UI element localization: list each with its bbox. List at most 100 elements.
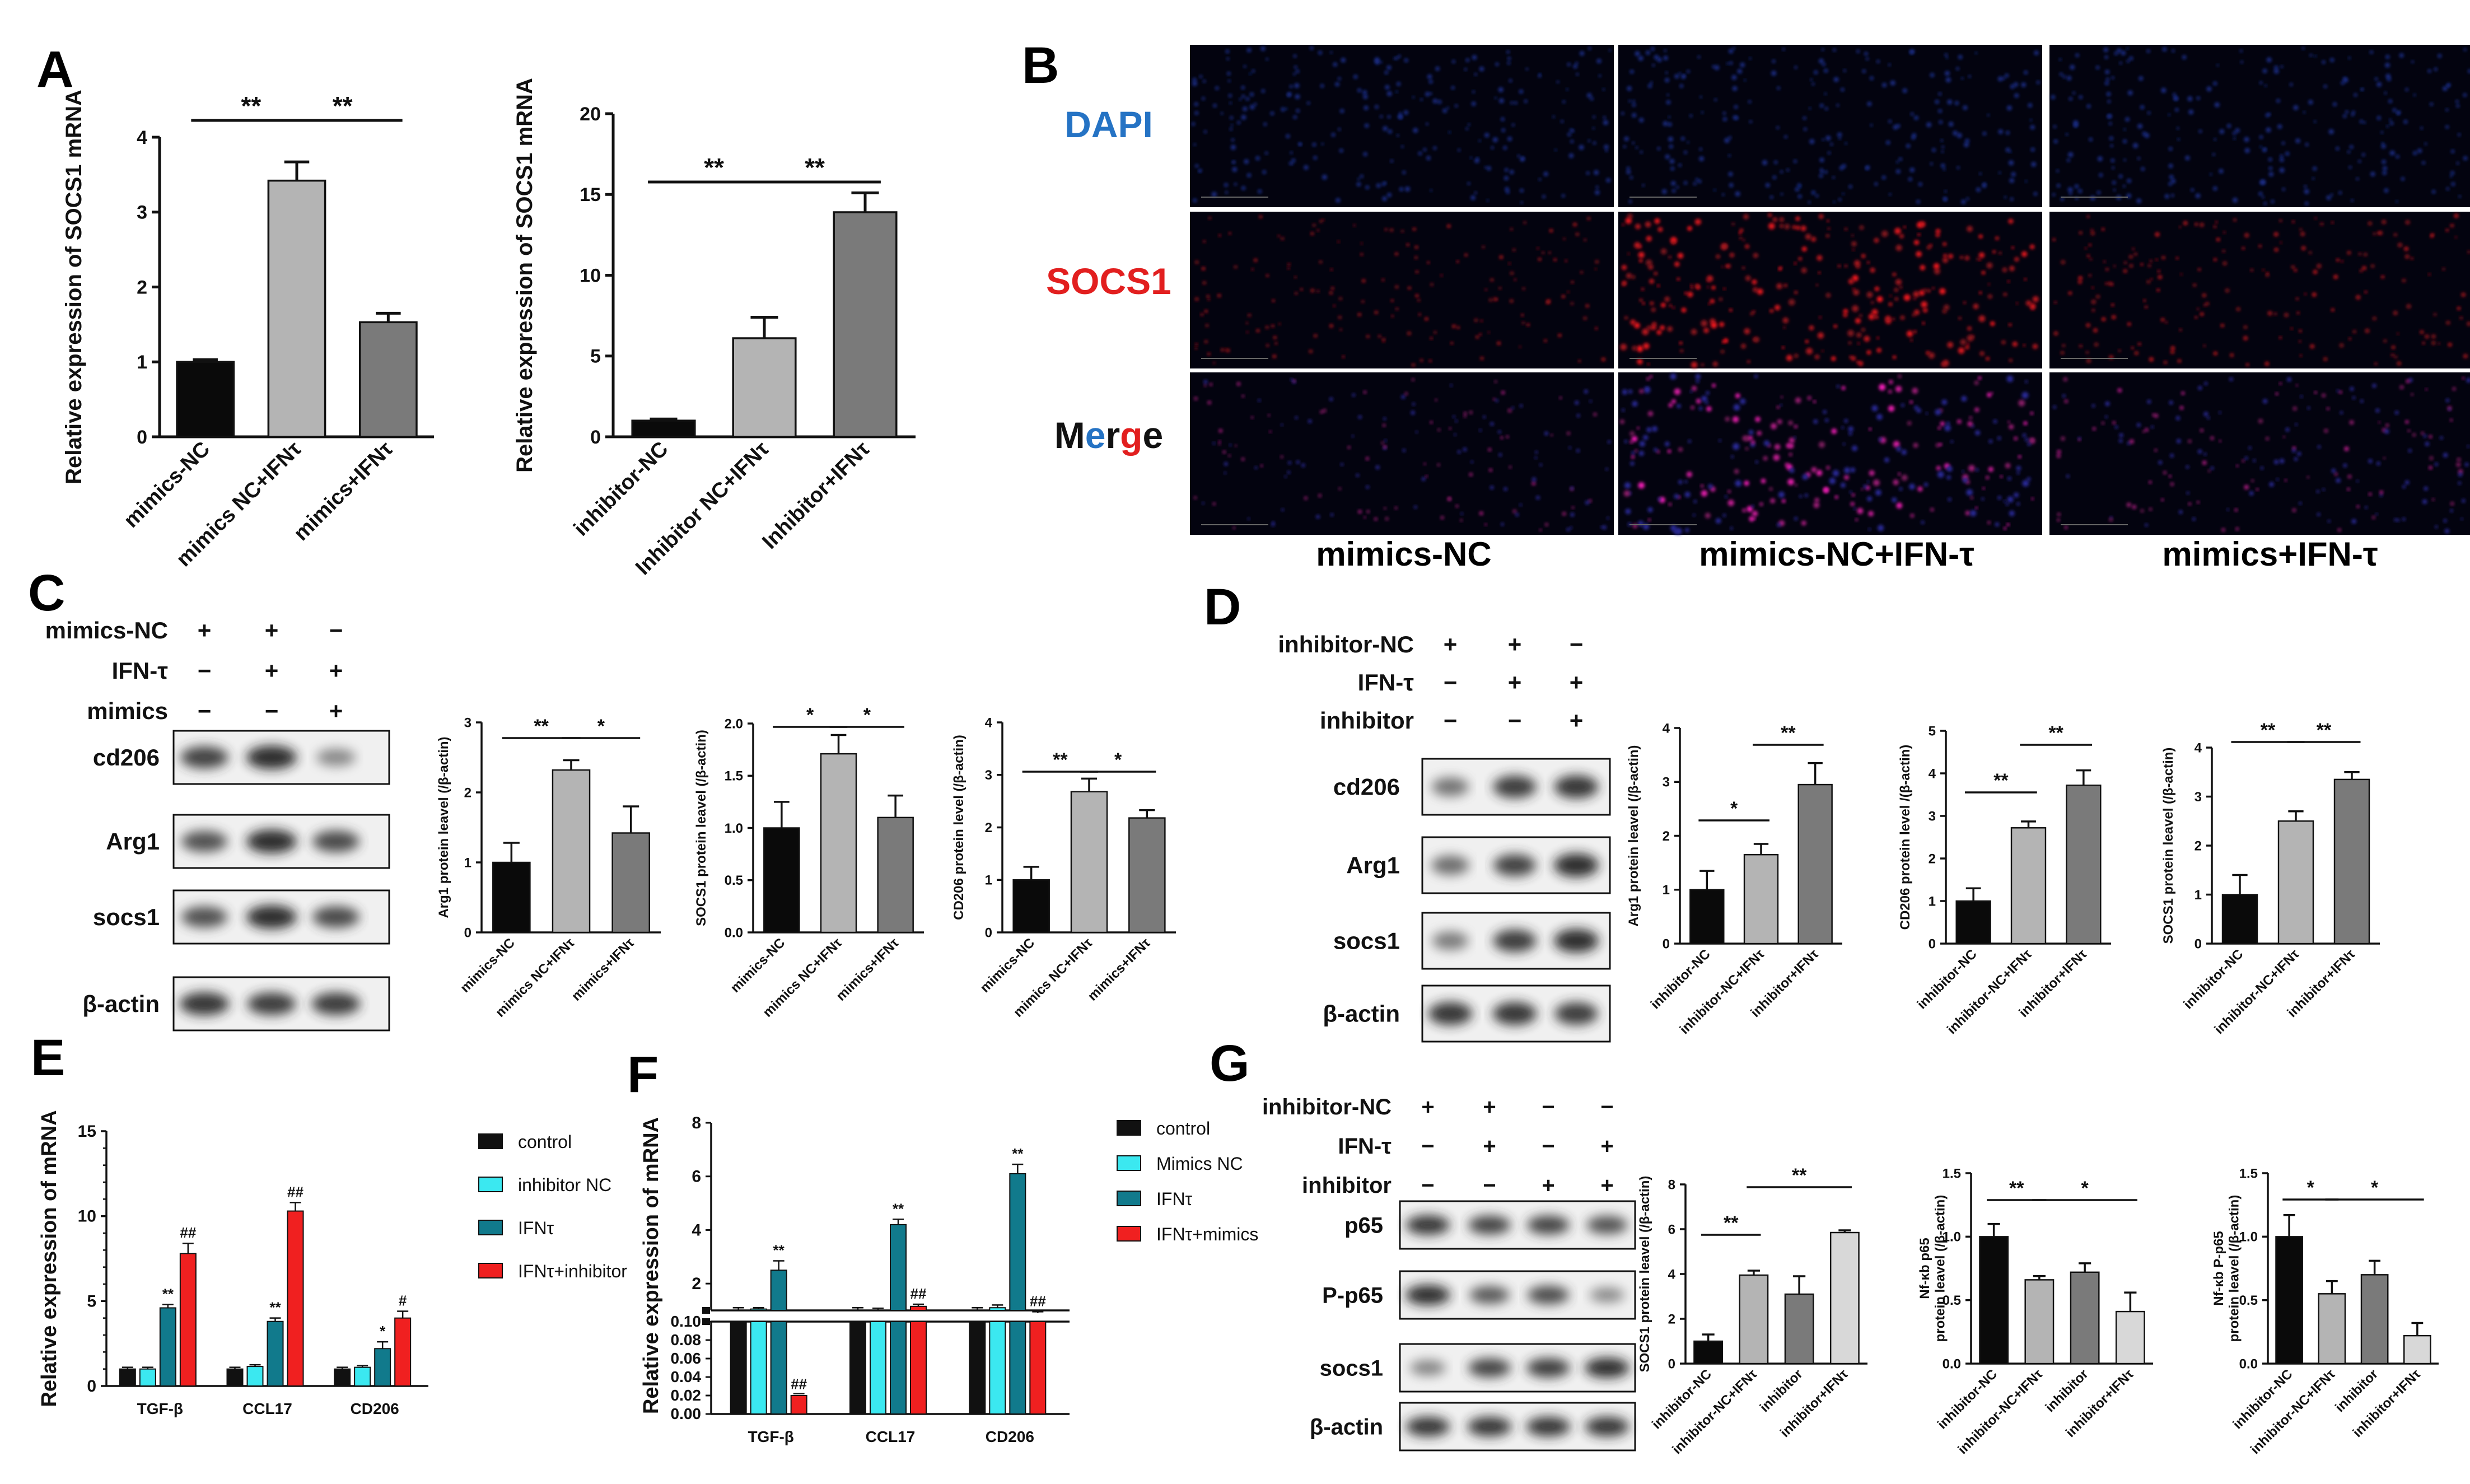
- legend-label: inhibitor NC: [518, 1175, 611, 1195]
- cell-dot: [2029, 244, 2035, 249]
- significance-label: *: [2371, 1177, 2379, 1198]
- bar: [2070, 1271, 2100, 1365]
- cell-dot: [1650, 375, 1652, 378]
- cell-dot: [2219, 440, 2221, 442]
- cell-dot: [2317, 263, 2322, 269]
- fluorescence-tile: [2049, 372, 2470, 535]
- cell-dot: [1259, 215, 1263, 219]
- cell-dot: [1783, 283, 1787, 287]
- cell-dot: [1553, 258, 1557, 262]
- cell-dot: [2034, 50, 2039, 55]
- cell-dot: [1795, 397, 1801, 404]
- cell-dot: [1398, 115, 1403, 119]
- cell-dot: [1813, 419, 1818, 424]
- cell-dot: [2356, 480, 2359, 483]
- cell-dot: [1967, 343, 1969, 346]
- cell-dot: [1947, 342, 1954, 348]
- cell-dot: [1744, 328, 1750, 334]
- cell-dot: [2141, 167, 2145, 171]
- cell-dot: [1312, 223, 1316, 227]
- cell-dot: [2365, 328, 2370, 333]
- cell-dot: [1687, 141, 1689, 144]
- cell-dot: [1734, 105, 1738, 109]
- cell-dot: [2430, 102, 2434, 106]
- cell-dot: [1423, 148, 1427, 152]
- cell-dot: [1337, 240, 1340, 243]
- cell-dot: [2339, 343, 2344, 348]
- category-label: TGF-β: [137, 1400, 183, 1417]
- blot-band: [1527, 1285, 1570, 1305]
- cell-dot: [2450, 502, 2454, 506]
- cell-dot: [1505, 187, 1509, 192]
- cell-dot: [1654, 55, 1659, 60]
- cell-dot: [1892, 272, 1897, 277]
- cell-dot: [1799, 494, 1803, 498]
- cell-dot: [1554, 148, 1557, 151]
- cell-dot: [1249, 92, 1254, 97]
- cell-dot: [1813, 400, 1816, 403]
- cell-dot: [2118, 438, 2123, 443]
- cell-dot: [2293, 105, 2299, 110]
- cell-dot: [2203, 344, 2206, 347]
- cell-dot: [1925, 412, 1928, 415]
- cell-dot: [1418, 151, 1422, 156]
- band-label: cd206: [93, 744, 160, 771]
- cell-dot: [2140, 105, 2145, 110]
- cell-dot: [1287, 93, 1291, 97]
- cell-dot: [2068, 152, 2074, 157]
- cell-dot: [1940, 164, 1945, 168]
- y-tick-label: 0.10: [671, 1313, 702, 1330]
- cell-dot: [1539, 463, 1543, 466]
- cell-dot: [1935, 443, 1940, 447]
- blot-band: [1585, 1357, 1629, 1378]
- cell-dot: [1866, 57, 1869, 60]
- cell-dot: [1570, 512, 1575, 517]
- cell-dot: [1735, 393, 1740, 398]
- cell-dot: [1522, 287, 1525, 290]
- cell-dot: [1495, 399, 1498, 402]
- treatment-label: IFN-τ: [112, 657, 169, 684]
- band-label: P-p65: [1322, 1284, 1383, 1308]
- cell-dot: [1512, 248, 1516, 251]
- cell-dot: [1876, 296, 1883, 302]
- bar-lower: [730, 1321, 747, 1415]
- bar-upper: [989, 1307, 1006, 1312]
- cell-dot: [1842, 442, 1846, 446]
- cell-dot: [2197, 268, 2201, 272]
- bar: [2221, 894, 2258, 945]
- cell-dot: [1203, 240, 1206, 243]
- cell-dot: [2463, 353, 2468, 358]
- cell-dot: [1262, 170, 1267, 174]
- cell-dot: [1909, 400, 1913, 404]
- cell-dot: [1295, 292, 1298, 295]
- cell-dot: [1993, 419, 1997, 423]
- cell-dot: [2053, 331, 2058, 336]
- cell-dot: [2446, 187, 2450, 190]
- cell-dot: [1313, 156, 1318, 160]
- cell-dot: [2057, 512, 2061, 516]
- cell-dot: [2086, 254, 2090, 258]
- blot-band: [181, 906, 228, 928]
- cell-dot: [1837, 132, 1842, 137]
- cell-dot: [1587, 139, 1591, 142]
- cell-dot: [2000, 475, 2003, 478]
- cell-dot: [1763, 456, 1768, 461]
- cell-dot: [1964, 255, 1970, 260]
- cell-dot: [2304, 201, 2309, 206]
- cell-dot: [2098, 156, 2103, 161]
- bar: [820, 753, 857, 934]
- cell-dot: [1625, 217, 1632, 224]
- cell-dot: [1771, 71, 1777, 76]
- cell-dot: [1781, 499, 1786, 503]
- cell-dot: [1677, 404, 1681, 408]
- cell-dot: [1982, 183, 1987, 188]
- cell-dot: [1277, 235, 1280, 237]
- cell-dot: [1735, 191, 1740, 197]
- cell-dot: [1944, 190, 1947, 193]
- cell-dot: [1338, 128, 1341, 131]
- cell-dot: [1501, 128, 1505, 132]
- cell-dot: [1414, 256, 1418, 259]
- bar: [552, 769, 591, 934]
- cell-dot: [1849, 491, 1852, 494]
